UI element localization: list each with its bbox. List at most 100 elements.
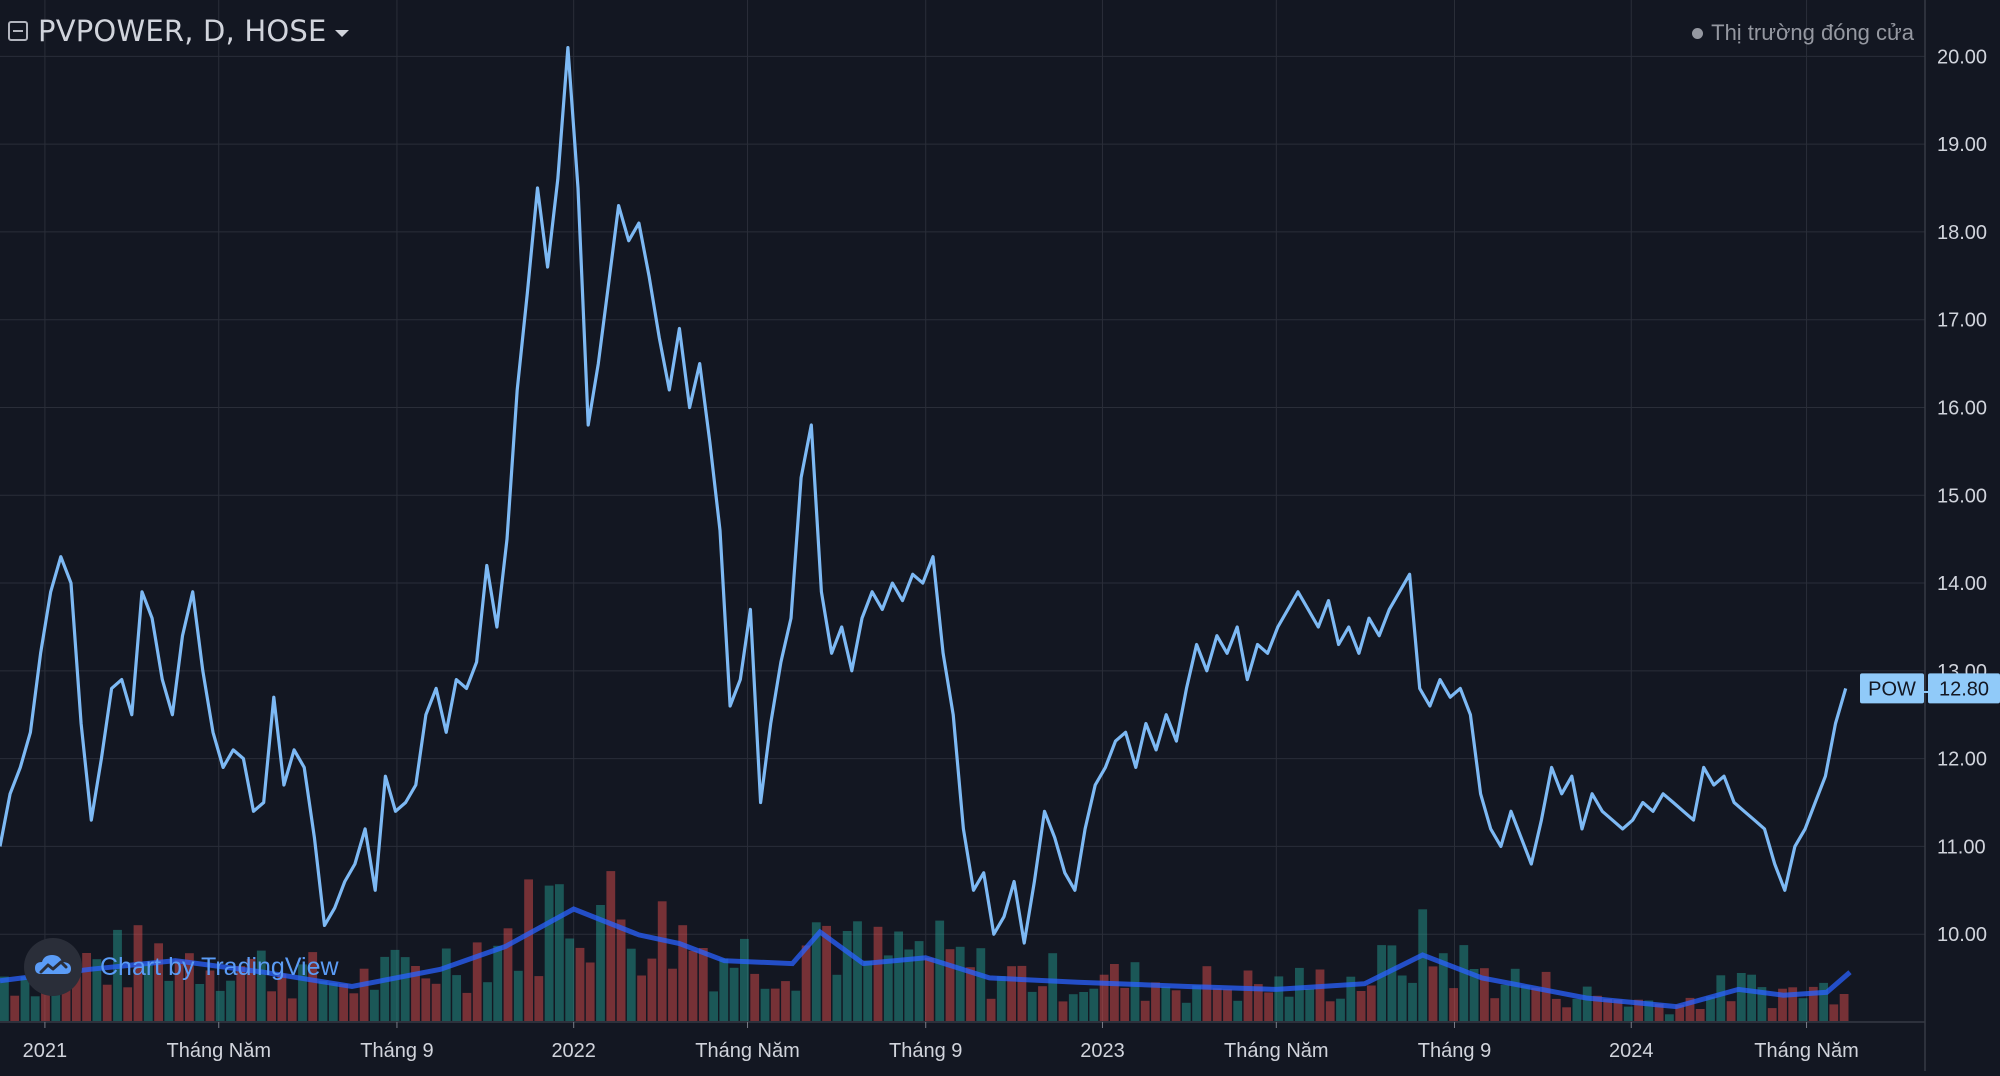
volume-bar (873, 926, 883, 1021)
y-tick-label-0: 10.00 (1937, 924, 1987, 946)
volume-bar (400, 957, 410, 1021)
volume-bar (1449, 988, 1458, 1021)
volume-bar (1808, 986, 1818, 1021)
volume-bar (1428, 966, 1438, 1021)
volume-bar (1613, 999, 1623, 1021)
x-tick-label-4: Tháng Năm (695, 1040, 800, 1062)
volume-bar (123, 987, 133, 1021)
volume-bar (955, 946, 965, 1021)
volume-bar (1305, 989, 1315, 1021)
volume-bar (1418, 909, 1428, 1021)
volume-bar (1572, 998, 1582, 1021)
volume-bar (637, 975, 646, 1021)
volume-bar (1695, 1009, 1705, 1021)
volume-bar (1243, 970, 1253, 1021)
caret-down-icon[interactable] (334, 29, 349, 37)
volume-bar (1788, 987, 1798, 1021)
volume-bar (1110, 964, 1119, 1021)
symbol-title[interactable]: PVPOWER, D, HOSE (38, 14, 327, 48)
tradingview-watermark[interactable]: Chart by TradingView (24, 938, 339, 996)
volume-bar (585, 962, 595, 1021)
volume-bar (174, 959, 184, 1021)
price-label-value-bg (1928, 673, 2000, 704)
x-axis-tick-labels[interactable]: 2021 Tháng Năm Tháng 9 2022 Tháng Năm Tháng 9… (23, 1022, 1859, 1062)
volume-bar (894, 931, 903, 1021)
tradingview-cloud-icon (24, 938, 82, 996)
y-tick-label-4: 14.00 (1937, 573, 1987, 595)
volume-bar (1675, 1004, 1685, 1021)
volume-bar (760, 988, 770, 1021)
volume-bar (565, 938, 575, 1021)
volume-bar (113, 929, 122, 1021)
volume-bar (1233, 1000, 1243, 1021)
volume-bar (287, 998, 297, 1021)
volume-bar (493, 945, 503, 1021)
volume-bar (770, 988, 780, 1021)
volume-bar (1079, 992, 1088, 1021)
volume-bar (1767, 1008, 1777, 1021)
volume-bar (133, 925, 143, 1021)
price-label-value: 12.80 (1939, 678, 1989, 700)
volume-bar (1223, 989, 1232, 1021)
volume-bar (1377, 945, 1386, 1021)
x-tick-label-7: Tháng Năm (1224, 1040, 1329, 1062)
volume-bar (1665, 1014, 1674, 1021)
volume-bar (986, 998, 996, 1021)
volume-bar (452, 975, 461, 1021)
y-tick-label-7: 17.00 (1937, 310, 1987, 332)
volume-bar (616, 919, 626, 1021)
volume-bar (1017, 965, 1027, 1021)
volume-bar (1582, 986, 1592, 1021)
volume-bar (996, 976, 1006, 1021)
volume-bar (328, 982, 338, 1021)
volume-bar (1120, 987, 1130, 1021)
volume-bar (1171, 990, 1181, 1021)
volume-bar (1726, 1001, 1736, 1021)
volume-bar (719, 958, 729, 1021)
volume-bar (483, 982, 492, 1021)
volume-bar (1295, 967, 1304, 1021)
watermark-text: Chart by TradingView (100, 952, 339, 981)
y-tick-label-6: 16.00 (1937, 397, 1987, 419)
volume-bar (1366, 985, 1376, 1021)
volume-bar (143, 963, 153, 1021)
volume-bar (1541, 971, 1551, 1021)
volume-bar (1253, 984, 1263, 1021)
volume-bar (596, 905, 605, 1021)
x-tick-label-10: Tháng Năm (1754, 1040, 1859, 1062)
volume-bar (226, 980, 235, 1021)
x-tick-label-9: 2024 (1609, 1040, 1654, 1062)
volume-bar (256, 950, 266, 1021)
volume-bar (698, 948, 708, 1021)
volume-bar (883, 955, 893, 1021)
volume-bar (524, 879, 533, 1021)
volume-bar (729, 967, 739, 1021)
volume-bar (411, 966, 420, 1021)
volume-bar (1634, 999, 1643, 1021)
volume-bar (925, 957, 934, 1021)
volume-bar (1490, 998, 1500, 1021)
price-series-line[interactable] (0, 46, 1848, 945)
volume-bar (298, 964, 307, 1021)
volume-bar (781, 981, 790, 1021)
volume-bar (945, 949, 955, 1021)
volume-bar (359, 968, 369, 1021)
volume-bar (1500, 984, 1510, 1021)
volume-bar (277, 973, 287, 1021)
volume-bar (513, 970, 523, 1021)
volume-bar (10, 995, 20, 1021)
volume-bar (215, 990, 225, 1021)
volume-bar (1284, 996, 1294, 1021)
volume-bar (1459, 945, 1469, 1021)
volume-bar (1325, 1001, 1335, 1021)
volume-bar (811, 922, 821, 1021)
volume-bar (1716, 975, 1726, 1021)
y-axis-tick-labels[interactable]: 10.0011.0012.0013.0014.0015.0016.0017.00… (1937, 46, 1987, 946)
collapse-square-icon[interactable] (8, 21, 28, 41)
volume-bar (1058, 1001, 1068, 1021)
market-status: Thị trường đóng cửa (1692, 20, 1914, 46)
volume-bar (863, 960, 873, 1021)
volume-bar (1510, 968, 1520, 1021)
